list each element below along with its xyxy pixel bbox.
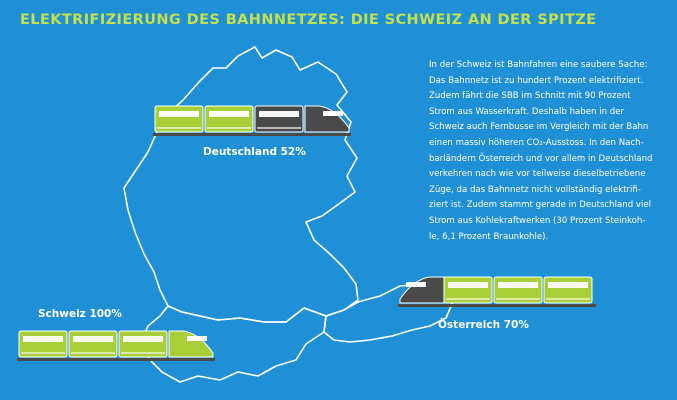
train-window-band <box>448 282 488 288</box>
train-cab-window <box>187 336 207 341</box>
info-line: verkehren nach wie vor teilweise dieselb… <box>429 169 646 180</box>
train-sterreich <box>398 276 596 307</box>
train-schweiz <box>17 330 215 361</box>
train-bogie-rail <box>153 133 351 136</box>
train-window-band <box>73 336 113 342</box>
train-skirt <box>496 298 540 300</box>
train-skirt <box>207 127 251 129</box>
info-line: Schweiz auch Fernbusse im Vergleich mit … <box>429 122 649 133</box>
info-line: Strom aus Kohlekraftwerken (30 Prozent S… <box>429 215 646 226</box>
train-window-band <box>159 111 199 117</box>
info-line: Strom aus Wasserkraft. Deshalb haben in … <box>429 106 625 117</box>
label-oesterreich: Österreich 70% <box>438 319 529 331</box>
info-line: einen massiv höheren CO₂-Ausstoss. In de… <box>429 137 644 148</box>
train-window-band <box>548 282 588 288</box>
train-cab-window <box>406 282 426 287</box>
info-line: Das Bahnnetz ist zu hundert Prozent elek… <box>429 75 644 86</box>
info-text: In der Schweiz ist Bahnfahren eine saube… <box>429 58 661 245</box>
austria-border <box>323 283 453 343</box>
train-skirt <box>257 127 301 129</box>
info-line: barländern Österreich und vor allem in D… <box>429 153 653 164</box>
train-skirt <box>71 352 115 354</box>
train-locomotive <box>304 105 350 133</box>
train-skirt <box>157 127 201 129</box>
train-locomotive <box>399 276 445 304</box>
train-skirt <box>546 298 590 300</box>
train-window-band <box>259 111 299 117</box>
info-line: Zudem fährt die SBB im Schnitt mit 90 Pr… <box>429 91 631 102</box>
switzerland-border <box>139 305 327 383</box>
label-deutschland: Deutschland 52% <box>203 146 306 158</box>
train-window-band <box>498 282 538 288</box>
label-schweiz: Schweiz 100% <box>38 308 122 320</box>
train-bogie-rail <box>398 304 596 307</box>
train-bogie-rail <box>17 358 215 361</box>
train-locomotive <box>168 330 214 358</box>
train-window-band <box>23 336 63 342</box>
train-skirt <box>446 298 490 300</box>
germany-border <box>123 46 359 323</box>
train-skirt <box>21 352 65 354</box>
info-line: le, 6,1 Prozent Braunkohle). <box>429 231 549 242</box>
info-line: In der Schweiz ist Bahnfahren eine saube… <box>429 60 648 70</box>
train-deutschland <box>153 105 351 136</box>
train-skirt <box>121 352 165 354</box>
train-cab-window <box>323 111 343 116</box>
info-line: ziert ist. Zudem stammt gerade in Deutsc… <box>429 200 652 211</box>
train-window-band <box>123 336 163 342</box>
train-window-band <box>209 111 249 117</box>
page-title: ELEKTRIFIZIERUNG DES BAHNNETZES: DIE SCH… <box>20 12 597 28</box>
info-line: Züge, da das Bahnnetz nicht vollständig … <box>429 184 641 195</box>
